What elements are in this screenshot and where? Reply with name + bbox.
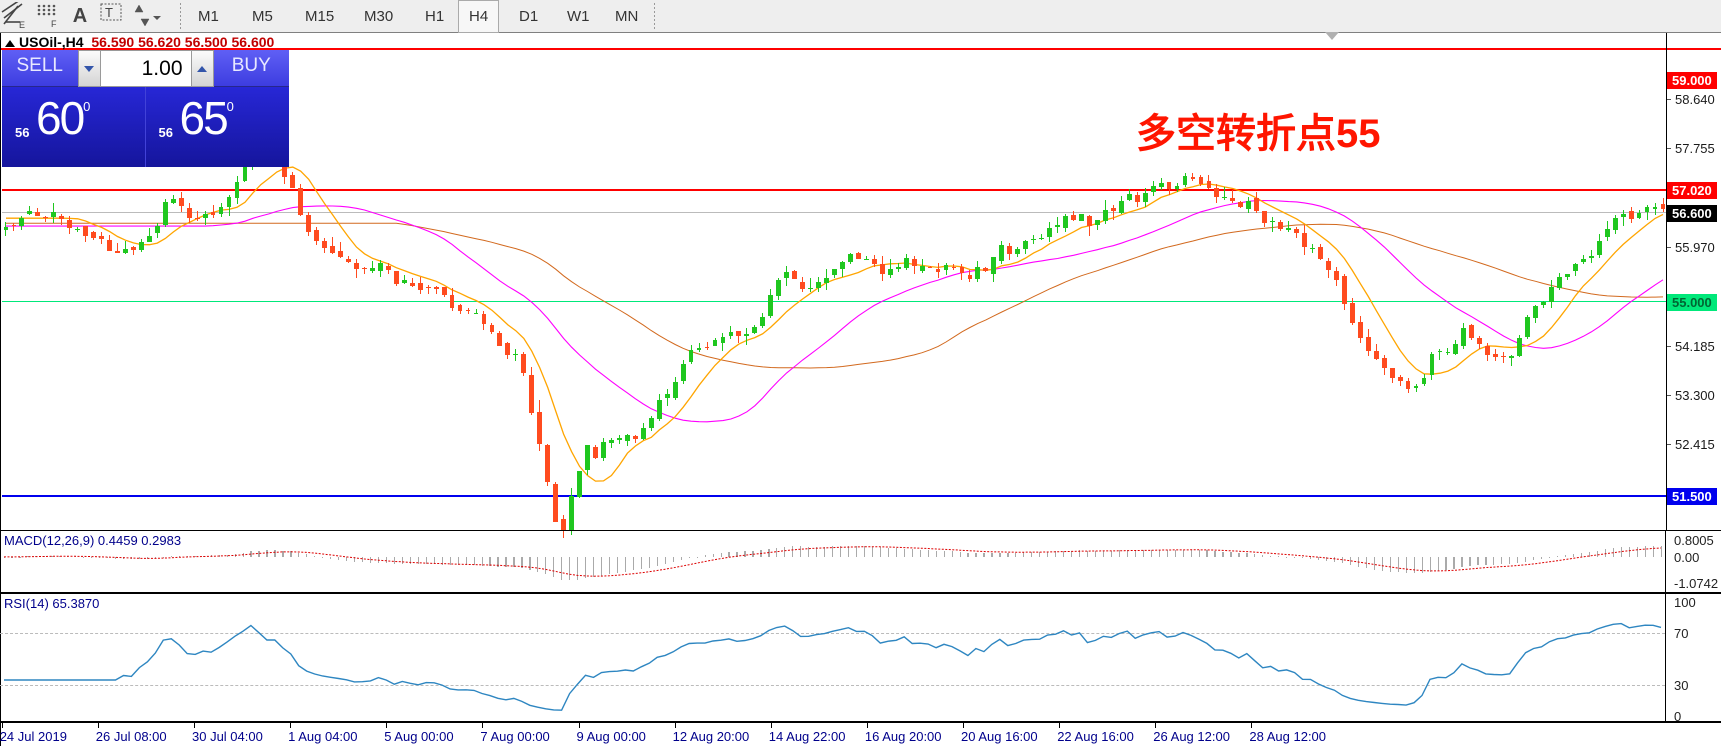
svg-text:T: T <box>105 5 113 20</box>
svg-text:F: F <box>51 19 57 29</box>
svg-text:E: E <box>19 20 25 30</box>
